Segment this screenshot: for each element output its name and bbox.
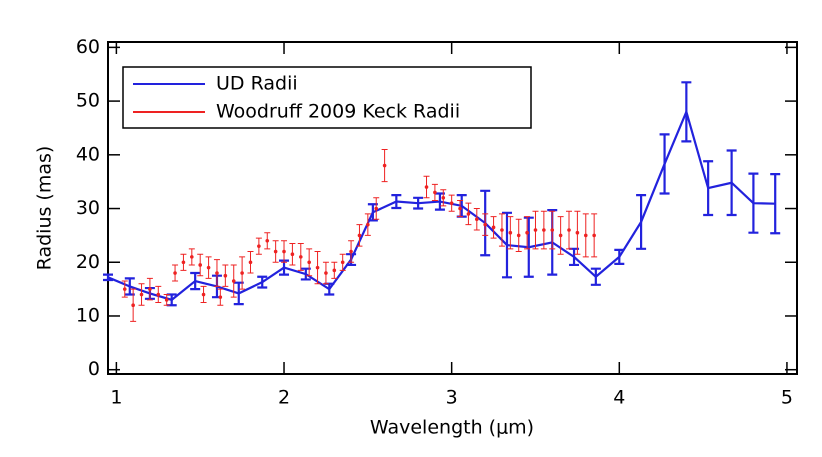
- y-tick-label: 50: [76, 90, 100, 112]
- data-point: [500, 228, 504, 232]
- x-tick-label: 1: [110, 387, 122, 409]
- data-point: [458, 206, 462, 211]
- data-point: [164, 298, 169, 302]
- data-point: [190, 255, 194, 259]
- data-point: [206, 265, 211, 270]
- data-point: [441, 195, 446, 200]
- y-tick-label: 60: [76, 36, 100, 58]
- data-point: [575, 230, 580, 235]
- error-bar: [614, 248, 625, 265]
- error-bar: [681, 81, 692, 143]
- y-tick-label: 40: [76, 143, 100, 165]
- data-point: [139, 292, 144, 297]
- data-point: [131, 303, 135, 308]
- data-point: [332, 268, 337, 273]
- data-point: [433, 190, 437, 195]
- data-point: [542, 228, 546, 232]
- x-tick-label: 2: [278, 387, 290, 409]
- error-bar: [726, 149, 737, 217]
- data-point: [592, 233, 596, 238]
- data-point: [508, 230, 513, 235]
- error-bar: [413, 196, 424, 210]
- error-bar: [391, 194, 402, 210]
- data-point: [449, 201, 454, 205]
- data-point: [257, 244, 261, 248]
- data-point: [282, 249, 286, 254]
- error-bar: [190, 271, 201, 291]
- error-bar: [659, 133, 670, 195]
- data-point: [248, 260, 253, 265]
- data-point: [198, 263, 203, 267]
- data-point: [240, 271, 244, 275]
- data-point: [349, 249, 353, 254]
- data-point: [215, 271, 219, 275]
- error-bar: [523, 216, 534, 278]
- y-tick-label: 0: [88, 358, 100, 380]
- y-tick-label: 20: [76, 251, 100, 273]
- data-point: [340, 260, 345, 265]
- data-point: [357, 233, 362, 238]
- data-point: [366, 222, 370, 227]
- y-tick-label: 30: [76, 197, 100, 219]
- data-point: [181, 260, 186, 265]
- x-axis-title: Wavelength (μm): [370, 417, 534, 439]
- data-point: [290, 252, 295, 257]
- data-point: [298, 255, 303, 259]
- data-point: [315, 265, 320, 270]
- data-point: [533, 228, 538, 232]
- data-point: [483, 222, 487, 227]
- error-bar: [636, 194, 647, 250]
- error-bar: [748, 172, 759, 234]
- data-point: [558, 233, 563, 238]
- data-point: [122, 287, 127, 291]
- data-point: [525, 230, 529, 235]
- data-point: [173, 271, 177, 275]
- x-tick-label: 5: [781, 387, 793, 409]
- data-point: [374, 206, 379, 211]
- data-point: [218, 295, 223, 299]
- data-point: [223, 273, 228, 278]
- data-point: [273, 249, 278, 254]
- data-point: [550, 228, 555, 232]
- data-point: [567, 228, 571, 232]
- legend-box: [122, 66, 532, 129]
- data-point: [583, 233, 588, 238]
- error-bar: [501, 211, 512, 279]
- data-point: [201, 292, 206, 297]
- data-point: [491, 225, 496, 230]
- data-point: [148, 287, 152, 291]
- x-tick-label: 3: [446, 387, 458, 409]
- data-point: [424, 185, 429, 189]
- y-tick-label: 10: [76, 304, 100, 326]
- data-point: [466, 212, 471, 216]
- legend-label: Woodruff 2009 Keck Radii: [216, 101, 460, 123]
- y-axis-title: Radius (mas): [34, 146, 56, 271]
- error-bar: [590, 267, 601, 286]
- data-point: [516, 233, 521, 238]
- data-point: [307, 260, 311, 265]
- data-point: [475, 217, 479, 222]
- data-point: [231, 279, 236, 283]
- x-tick-label: 4: [613, 387, 625, 409]
- error-bar: [703, 160, 714, 217]
- data-point: [156, 292, 161, 297]
- error-bar: [257, 275, 268, 289]
- error-bar: [103, 273, 113, 282]
- data-point: [382, 163, 387, 168]
- legend-label: UD Radii: [216, 73, 298, 95]
- data-point: [265, 238, 270, 243]
- data-point: [324, 271, 328, 275]
- error-bar: [770, 173, 781, 235]
